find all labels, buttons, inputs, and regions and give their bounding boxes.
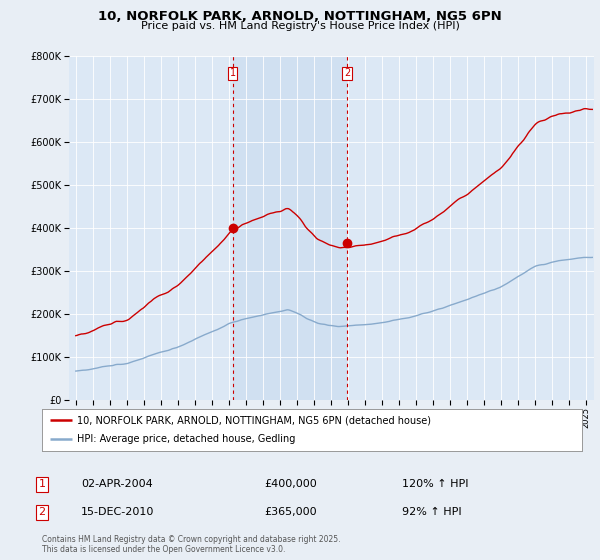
Text: Contains HM Land Registry data © Crown copyright and database right 2025.
This d: Contains HM Land Registry data © Crown c…	[42, 535, 341, 554]
Text: 15-DEC-2010: 15-DEC-2010	[81, 507, 154, 517]
Text: 2: 2	[344, 68, 350, 78]
Bar	[233, 56, 347, 400]
Text: 1: 1	[38, 479, 46, 489]
Text: Price paid vs. HM Land Registry's House Price Index (HPI): Price paid vs. HM Land Registry's House …	[140, 21, 460, 31]
Text: £365,000: £365,000	[264, 507, 317, 517]
Text: 02-APR-2004: 02-APR-2004	[81, 479, 153, 489]
Text: 1: 1	[230, 68, 236, 78]
Text: 10, NORFOLK PARK, ARNOLD, NOTTINGHAM, NG5 6PN (detached house): 10, NORFOLK PARK, ARNOLD, NOTTINGHAM, NG…	[77, 415, 431, 425]
Text: £400,000: £400,000	[264, 479, 317, 489]
Text: 2: 2	[38, 507, 46, 517]
Text: 92% ↑ HPI: 92% ↑ HPI	[402, 507, 461, 517]
Text: 120% ↑ HPI: 120% ↑ HPI	[402, 479, 469, 489]
Text: 10, NORFOLK PARK, ARNOLD, NOTTINGHAM, NG5 6PN: 10, NORFOLK PARK, ARNOLD, NOTTINGHAM, NG…	[98, 10, 502, 22]
Text: HPI: Average price, detached house, Gedling: HPI: Average price, detached house, Gedl…	[77, 435, 295, 445]
